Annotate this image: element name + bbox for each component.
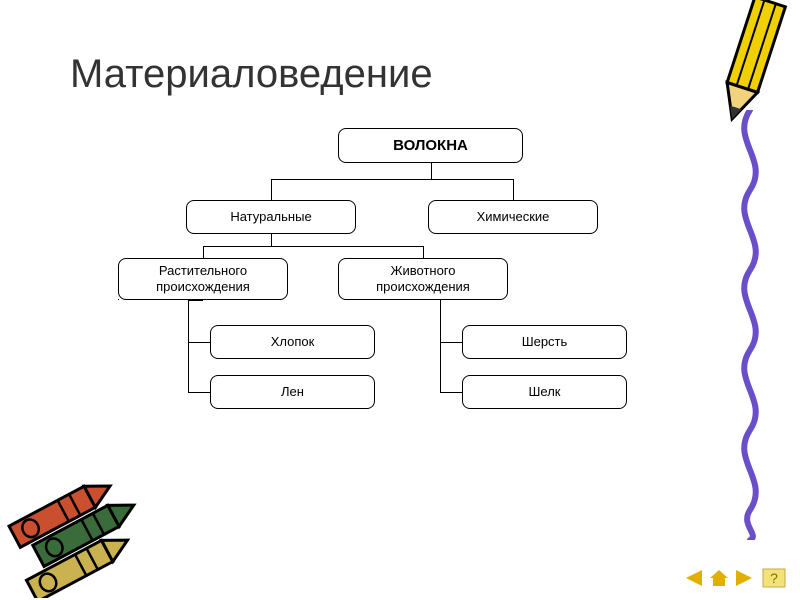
node-root: ВОЛОКНА xyxy=(338,128,523,163)
node-natural: Натуральные xyxy=(186,200,356,234)
nav-prev-button[interactable] xyxy=(682,568,704,588)
node-plant: Растительногопроисхождения xyxy=(118,258,288,300)
node-flax: Лен xyxy=(210,375,375,409)
svg-text:?: ? xyxy=(770,570,778,586)
node-silk: Шелк xyxy=(462,375,627,409)
nav-next-button[interactable] xyxy=(734,568,756,588)
node-animal: Животногопроисхождения xyxy=(338,258,508,300)
nav-home-button[interactable] xyxy=(708,568,730,588)
node-wool: Шерсть xyxy=(462,325,627,359)
node-chemical: Химические xyxy=(428,200,598,234)
nav-help-button[interactable]: ? xyxy=(762,568,786,588)
page-title: Материаловедение xyxy=(70,52,433,97)
squiggle-icon xyxy=(720,110,780,540)
crayons-icon xyxy=(2,428,172,598)
node-cotton: Хлопок xyxy=(210,325,375,359)
